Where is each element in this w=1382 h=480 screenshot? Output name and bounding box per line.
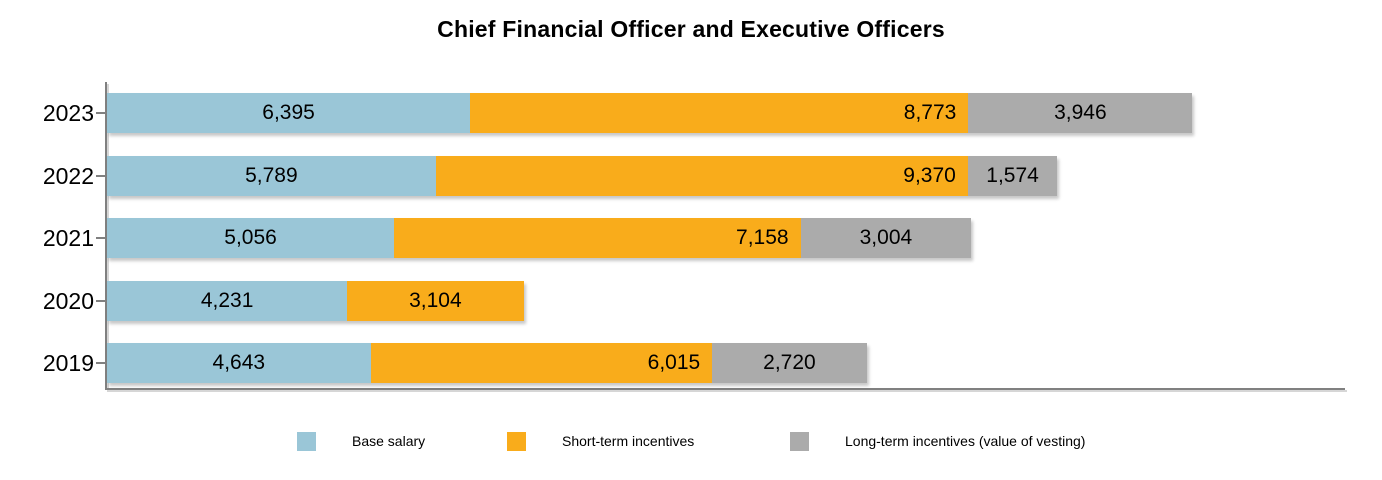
axis-tick xyxy=(96,174,106,177)
y-axis-line xyxy=(105,82,107,390)
legend-item-short-term-incentives: Short-term incentives xyxy=(507,430,694,452)
bar-segment: 9,370 xyxy=(435,155,968,196)
bar-value-label: 9,370 xyxy=(903,163,956,187)
short-term-incentives-swatch-icon xyxy=(507,431,526,451)
bar-value-label: 2,720 xyxy=(763,351,816,374)
x-axis-line xyxy=(105,388,1345,390)
bar-value-label: 4,231 xyxy=(200,288,254,312)
bar-segment: 6,395 xyxy=(107,93,471,133)
chart-title: Chief Financial Officer and Executive Of… xyxy=(437,16,945,42)
bar-value-label: 3,946 xyxy=(1054,101,1107,124)
legend-label: Base salary xyxy=(352,433,426,449)
bar-row: 4,643 6,015 2,720 xyxy=(107,343,867,383)
legend: Base salary Short-term incentives Long-t… xyxy=(0,430,1382,454)
bar-value-label: 7,158 xyxy=(736,226,789,249)
base-salary-swatch-icon xyxy=(297,431,316,451)
category-label: 2022 xyxy=(42,162,94,189)
long-term-incentives-swatch-icon xyxy=(790,431,809,451)
legend-item-long-term-incentives: Long-term incentives (value of vesting) xyxy=(790,430,1085,452)
bar-segment: 8,773 xyxy=(470,93,969,133)
bar-value-label: 5,056 xyxy=(224,226,277,249)
bar-value-label: 3,104 xyxy=(409,288,462,312)
bar-segment: 3,104 xyxy=(347,280,524,321)
bar-row: 6,395 8,773 3,946 xyxy=(107,93,1193,133)
bar-value-label: 6,395 xyxy=(262,101,315,124)
legend-label: Long-term incentives (value of vesting) xyxy=(845,433,1086,449)
bar-segment: 7,158 xyxy=(394,218,801,258)
category-label: 2019 xyxy=(42,350,94,376)
bar-row: 5,789 9,370 1,574 xyxy=(107,155,1058,196)
bar-segment: 4,643 xyxy=(107,343,371,383)
bar-row: 5,056 7,158 3,004 xyxy=(107,218,972,258)
bar-segment: 6,015 xyxy=(370,343,713,383)
bar-value-label: 4,643 xyxy=(212,351,266,374)
axis-tick xyxy=(96,237,106,239)
axis-tick xyxy=(96,362,106,364)
bar-segment: 2,720 xyxy=(712,343,867,383)
category-label: 2021 xyxy=(42,225,94,251)
bar-value-label: 8,773 xyxy=(903,101,957,124)
category-label: 2020 xyxy=(42,287,94,314)
bar-segment: 5,056 xyxy=(107,218,395,258)
bar-segment: 4,231 xyxy=(107,280,348,321)
legend-item-base-salary: Base salary xyxy=(297,430,425,452)
legend-label: Short-term incentives xyxy=(562,433,695,449)
bar-segment: 3,946 xyxy=(968,93,1193,133)
bar-value-label: 3,004 xyxy=(859,226,913,249)
bar-value-label: 5,789 xyxy=(245,163,298,187)
bar-value-label: 6,015 xyxy=(647,351,701,374)
bar-segment: 1,574 xyxy=(967,155,1058,196)
bar-segment: 5,789 xyxy=(107,155,436,196)
category-label: 2023 xyxy=(42,100,94,126)
bar-row: 4,231 3,104 xyxy=(107,280,524,321)
axis-tick xyxy=(96,299,106,302)
axis-tick xyxy=(96,112,106,114)
bar-segment: 3,004 xyxy=(800,218,972,258)
bar-value-label: 1,574 xyxy=(986,163,1039,187)
